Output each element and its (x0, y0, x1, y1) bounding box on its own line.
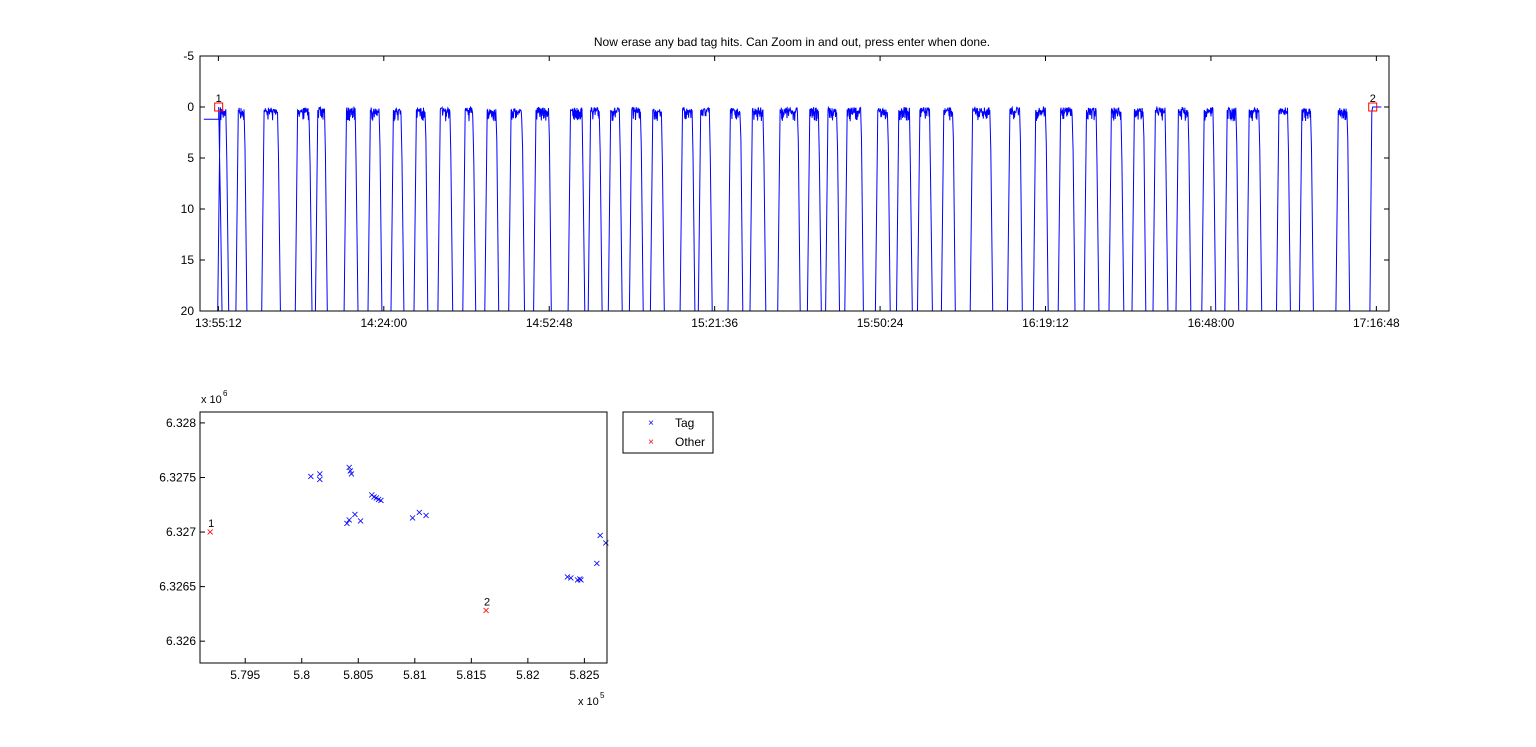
position-x-tick-label: 5.82 (516, 668, 540, 682)
depth-x-tick-label: 15:50:24 (857, 316, 904, 330)
depth-marker-label: 2 (1370, 93, 1376, 105)
point-tag[interactable]: × (576, 574, 584, 585)
point-tag[interactable]: × (370, 492, 378, 503)
position-axes-box (199, 411, 608, 664)
depth-marker-1[interactable] (214, 102, 224, 112)
y-exponent-label: x 10 6 (201, 389, 228, 406)
point-other[interactable]: × (482, 606, 490, 617)
position-y-tick-label: 6.326 (166, 634, 196, 648)
position-y-axis: 6.326 6.3265 6.327 6.3275 6.328 (159, 416, 205, 648)
x-exponent-label: x 10 5 (578, 691, 605, 708)
point-tag[interactable]: × (415, 507, 423, 518)
point-tag[interactable]: × (596, 530, 604, 541)
depth-x-tick-label: 16:19:12 (1022, 316, 1069, 330)
y-exponent-power: 6 (223, 389, 228, 398)
depth-x-tick-label: 16:48:00 (1188, 316, 1235, 330)
point-tag[interactable]: × (316, 475, 324, 486)
legend-tag-label: Tag (675, 416, 694, 430)
point-tag[interactable]: × (346, 466, 354, 477)
point-tag[interactable]: × (343, 518, 351, 529)
position-x-tick-label: 5.8 (293, 668, 310, 682)
point-tag[interactable]: × (593, 559, 601, 570)
position-y-tick-label: 6.3275 (159, 470, 196, 484)
depth-y-tick-label: 10 (181, 202, 195, 216)
position-x-tick-label: 5.825 (569, 668, 599, 682)
point-tag[interactable]: × (345, 515, 353, 526)
position-points: × ××××××××××××××××××××××××××1×2 (206, 463, 610, 617)
point-tag[interactable]: × (351, 510, 359, 521)
depth-marker-label: 1 (216, 93, 222, 105)
x-exponent-base: x 10 (578, 696, 599, 708)
depth-x-tick-label: 14:52:48 (526, 316, 573, 330)
point-tag[interactable]: × (345, 463, 353, 474)
depth-x-tick-label: 17:16:48 (1353, 316, 1400, 330)
legend-other-label: Other (675, 435, 705, 449)
point-tag[interactable]: × (577, 575, 585, 586)
point-label: 2 (484, 597, 490, 609)
depth-y-axis: -5 0 5 10 15 20 (181, 49, 1389, 318)
point-tag[interactable]: × (307, 471, 315, 482)
point-other[interactable]: × (206, 527, 214, 538)
position-x-tick-label: 5.795 (230, 668, 260, 682)
depth-y-tick-label: 20 (181, 304, 195, 318)
position-plot[interactable]: × ××××××××××××××××××××××××××1×2 6.3266.32… (159, 389, 714, 708)
depth-marker-2[interactable] (1368, 102, 1378, 112)
point-tag[interactable]: × (408, 513, 416, 524)
point-tag[interactable]: × (316, 469, 324, 480)
position-y-tick-label: 6.3265 (159, 580, 196, 594)
x-exponent-power: 5 (600, 691, 605, 700)
depth-y-tick-label: -5 (183, 49, 194, 63)
legend[interactable]: × Tag × Other (622, 411, 714, 454)
depth-x-tick-label: 15:21:36 (691, 316, 738, 330)
point-tag[interactable]: × (563, 572, 571, 583)
point-tag[interactable]: × (377, 495, 385, 506)
depth-series (203, 105, 1382, 312)
depth-x-tick-label: 14:24:00 (360, 316, 407, 330)
point-tag[interactable]: × (372, 493, 380, 504)
legend-tag-marker: × (648, 418, 654, 429)
position-x-tick-label: 5.815 (456, 668, 486, 682)
point-tag[interactable]: × (356, 516, 364, 527)
point-tag[interactable]: × (374, 494, 382, 505)
legend-other-marker: × (648, 437, 654, 448)
y-exponent-base: x 10 (201, 394, 222, 406)
position-x-tick-label: 5.81 (403, 668, 427, 682)
point-tag[interactable]: × (368, 490, 376, 501)
figure-title: Now erase any bad tag hits. Can Zoom in … (594, 35, 990, 49)
point-label: 1 (208, 518, 214, 530)
point-tag[interactable]: × (567, 573, 575, 584)
point-tag[interactable]: × (602, 538, 610, 549)
depth-y-tick-label: 0 (187, 100, 194, 114)
depth-y-tick-label: 15 (181, 253, 195, 267)
position-y-tick-label: 6.327 (166, 525, 196, 539)
depth-x-tick-label: 13:55:12 (195, 316, 242, 330)
depth-y-tick-label: 5 (187, 151, 194, 165)
point-tag[interactable]: × (422, 511, 430, 522)
depth-x-axis: 13:55:12 14:24:00 14:52:48 15:21:36 15:50:24… (195, 56, 1400, 330)
position-y-tick-label: 6.328 (166, 416, 196, 430)
point-tag[interactable]: × (573, 575, 581, 586)
position-x-axis: 5.795 5.8 5.805 5.81 5.815 5.82 5.825 (230, 658, 600, 682)
depth-line (203, 105, 1382, 312)
depth-axes-box (199, 55, 1390, 312)
point-tag[interactable]: × (347, 469, 355, 480)
legend-box (622, 411, 714, 454)
position-x-tick-label: 5.805 (343, 668, 373, 682)
